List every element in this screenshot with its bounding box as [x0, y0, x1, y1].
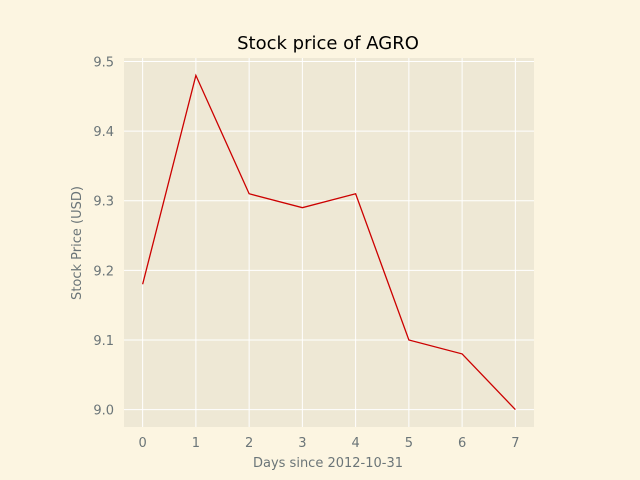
x-tick-label: 2	[245, 436, 253, 451]
x-tick-label: 3	[298, 436, 306, 451]
x-tick-label: 1	[192, 436, 200, 451]
x-axis-label: Days since 2012-10-31	[253, 456, 403, 471]
series-line	[142, 73, 516, 411]
ticks: 0 1 2 3 4 5 6 7 9.0 9.1 9.2 9.3 9.4 9.5	[93, 55, 519, 451]
x-tick-label: 0	[138, 436, 146, 451]
y-tick-label: 9.3	[93, 195, 114, 210]
x-tick-label: 5	[405, 436, 413, 451]
plot-area	[124, 58, 534, 427]
y-tick-label: 9.5	[93, 55, 114, 70]
y-tick-label: 9.4	[93, 125, 114, 140]
y-axis-label: Stock Price (USD)	[70, 186, 85, 300]
grid	[124, 58, 534, 427]
x-tick-label: 4	[351, 436, 359, 451]
x-tick-label: 6	[458, 436, 466, 451]
y-tick-label: 9.0	[93, 404, 114, 419]
chart-title: Stock price of AGRO	[237, 33, 419, 54]
y-tick-label: 9.2	[93, 264, 114, 279]
x-tick-label: 7	[511, 436, 519, 451]
y-tick-label: 9.1	[93, 334, 114, 349]
